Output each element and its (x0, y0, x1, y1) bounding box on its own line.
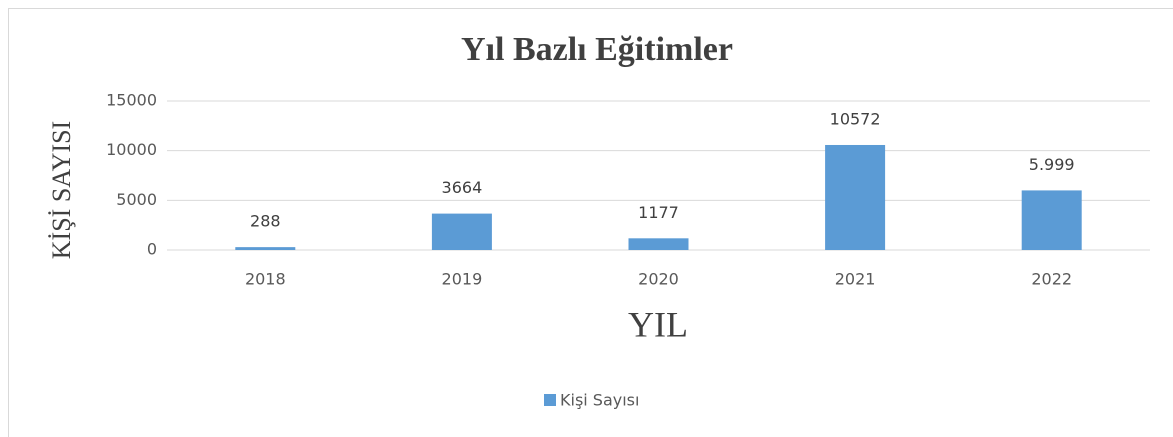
chart-title: Yıl Bazlı Eğitimler (461, 31, 733, 68)
chart-border (8, 8, 1173, 437)
bar (1021, 190, 1082, 250)
bar (628, 238, 689, 250)
y-tick-label: 5000 (116, 190, 157, 209)
legend-label: Kişi Sayısı (560, 391, 639, 410)
bar (825, 144, 886, 250)
x-tick-label: 2020 (638, 270, 679, 289)
data-label: 10572 (830, 109, 881, 128)
y-axis-label: KİŞİ SAYISI (47, 121, 76, 259)
data-label: 3664 (442, 178, 483, 197)
x-tick-label: 2018 (245, 270, 286, 289)
x-tick-label: 2022 (1031, 270, 1072, 289)
data-label: 1177 (638, 203, 679, 222)
legend-swatch (544, 394, 556, 406)
y-tick-label: 10000 (106, 140, 157, 159)
y-tick-label: 15000 (106, 91, 157, 110)
y-tick-label: 0 (147, 240, 157, 259)
x-tick-label: 2021 (835, 270, 876, 289)
bar (431, 213, 492, 250)
data-label: 288 (250, 212, 281, 231)
bar (235, 247, 296, 250)
x-tick-label: 2019 (442, 270, 483, 289)
x-axis-label: YIL (628, 304, 688, 344)
data-label: 5.999 (1029, 155, 1075, 174)
